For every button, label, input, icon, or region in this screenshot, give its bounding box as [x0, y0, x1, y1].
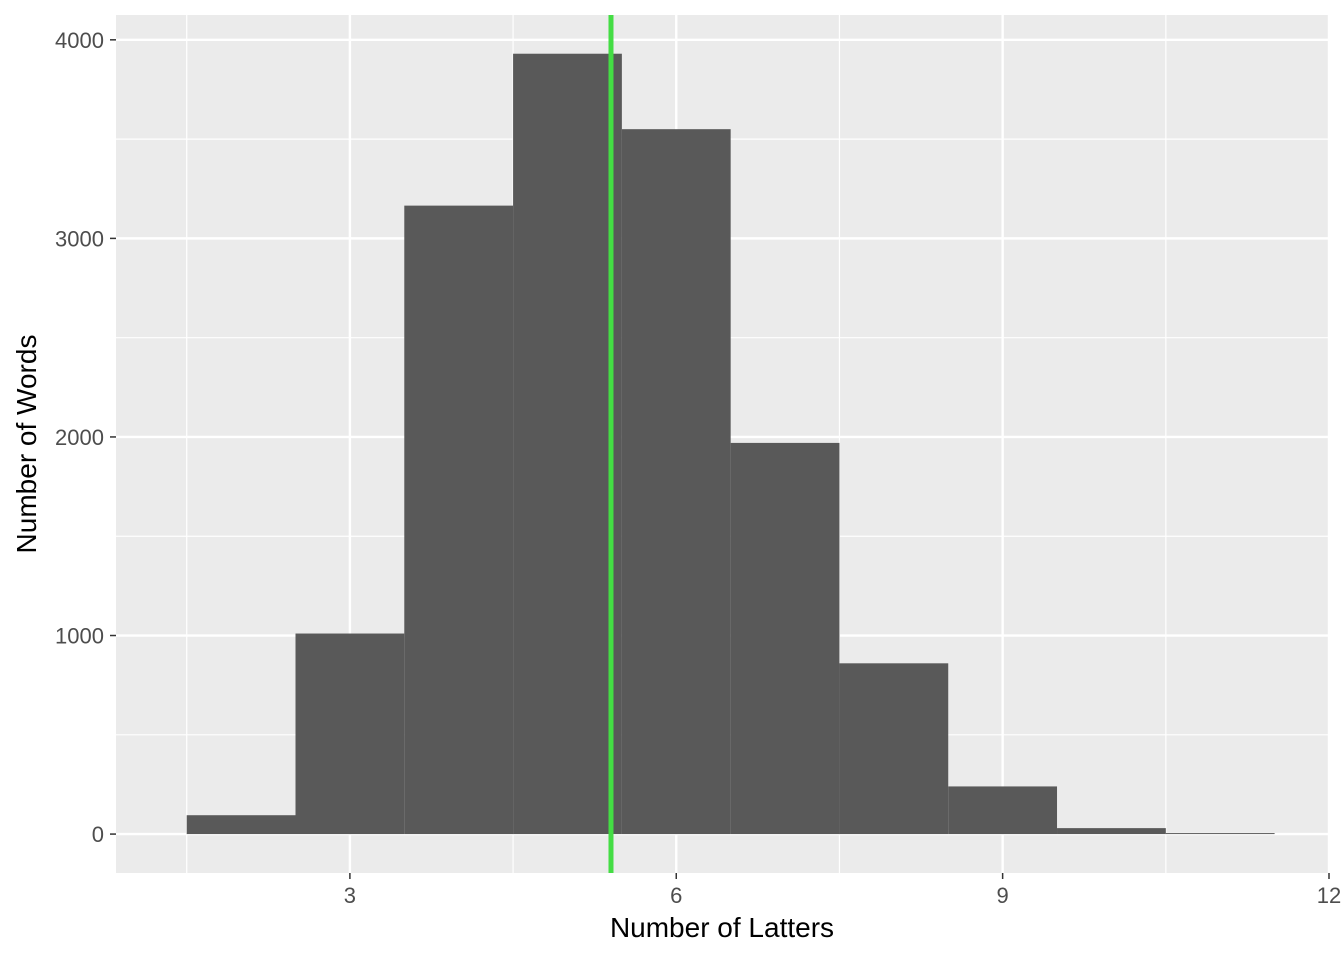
x-tick-label: 12: [1317, 883, 1341, 908]
x-tick-label: 3: [344, 883, 356, 908]
histogram-bar: [513, 53, 622, 835]
histogram-bar: [839, 663, 949, 835]
histogram-bar: [948, 786, 1058, 835]
x-axis: 3 6 9 12: [344, 873, 1341, 908]
x-tick-label: 9: [997, 883, 1009, 908]
y-axis-title: Number of Words: [11, 335, 42, 554]
histogram-bar: [730, 442, 840, 835]
histogram-bars: [186, 53, 1275, 835]
y-tick-label: 3000: [55, 226, 104, 251]
y-tick-label: 4000: [55, 28, 104, 53]
y-axis: 0 1000 2000 3000 4000: [55, 28, 116, 847]
y-tick-label: 2000: [55, 425, 104, 450]
y-tick-label: 1000: [55, 624, 104, 649]
histogram-bar: [1057, 828, 1166, 835]
histogram-bar: [1165, 833, 1275, 835]
histogram-bar: [295, 633, 405, 835]
x-axis-title: Number of Latters: [610, 912, 834, 943]
histogram-bar: [404, 205, 514, 835]
histogram-bar: [186, 815, 296, 835]
y-tick-label: 0: [92, 822, 104, 847]
x-tick-label: 6: [670, 883, 682, 908]
histogram-bar: [621, 129, 731, 835]
